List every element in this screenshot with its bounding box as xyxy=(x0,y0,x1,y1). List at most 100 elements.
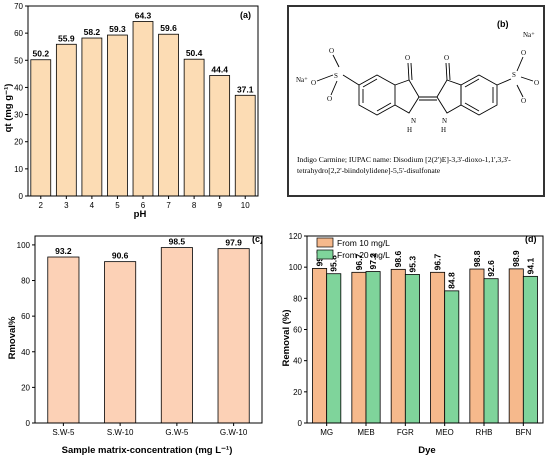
y-tick-label: 100 xyxy=(17,241,31,250)
legend-swatch-10 xyxy=(316,237,334,248)
y-tick-label: 40 xyxy=(293,357,302,366)
y-tick-label: 40 xyxy=(14,83,23,92)
svg-text:N: N xyxy=(411,117,416,125)
sodium-right: Na⁺ xyxy=(523,31,535,39)
svg-text:O: O xyxy=(329,47,334,55)
svg-text:S: S xyxy=(512,71,516,79)
svg-text:O: O xyxy=(311,79,316,87)
bar xyxy=(47,256,80,424)
x-tick-label: 10 xyxy=(241,201,250,210)
y-tick-label: 60 xyxy=(21,312,30,321)
y-tick-label: 0 xyxy=(298,419,303,428)
bar-value-label: 98.8 xyxy=(472,250,482,267)
bar xyxy=(234,94,256,197)
panel-d-xlabel: Dye xyxy=(418,445,435,456)
bar-value-label: 97.2 xyxy=(368,253,378,270)
bar xyxy=(104,261,137,424)
legend-swatch-20 xyxy=(316,249,334,260)
bar xyxy=(160,247,193,424)
bar xyxy=(55,43,77,197)
panel-c-bars: 93.2 90.6 98.5 97.9 xyxy=(47,237,250,424)
bar-value-label: 59.3 xyxy=(109,24,126,34)
panel-a-label: (a) xyxy=(240,10,251,20)
bar xyxy=(365,271,381,424)
bar xyxy=(469,268,485,424)
x-tick-label: G.W-5 xyxy=(165,428,189,437)
panel-c-xlabel: Sample matrix-concentration (mg L⁻¹) xyxy=(62,445,233,456)
structure-caption-line2: tetrahydro[2,2'-biindolylidene]-5,5'-dis… xyxy=(297,166,441,175)
structure-caption-line1: Indigo Carmine; IUPAC name: Disodium [2(… xyxy=(297,155,511,164)
x-tick-label: 8 xyxy=(192,201,197,210)
y-tick-label: 60 xyxy=(14,29,23,38)
legend-label-20: From 20 mg/L xyxy=(337,250,390,260)
bar-value-label: 92.6 xyxy=(486,260,496,277)
svg-text:S: S xyxy=(334,72,338,80)
x-tick-label: S.W-5 xyxy=(52,428,75,437)
bar-value-label: 55.9 xyxy=(58,33,75,43)
x-tick-label: S.W-10 xyxy=(107,428,134,437)
svg-text:O: O xyxy=(444,54,449,62)
y-tick-label: 40 xyxy=(21,348,30,357)
panel-c-ylabel: Rmoval% xyxy=(7,316,18,359)
svg-text:O: O xyxy=(521,49,526,57)
bar-value-label: 98.9 xyxy=(511,250,521,267)
bar-value-label: 84.8 xyxy=(447,272,457,289)
x-tick-label: G.W-10 xyxy=(220,428,248,437)
bar-value-label: 97.9 xyxy=(225,238,242,248)
y-tick-label: 20 xyxy=(14,138,23,147)
x-tick-label: MEO xyxy=(436,428,454,437)
x-tick-label: RHB xyxy=(476,428,493,437)
y-tick-label: 20 xyxy=(21,383,30,392)
y-tick-label: 60 xyxy=(293,326,302,335)
x-tick-label: 4 xyxy=(90,201,95,210)
bar-value-label: 50.4 xyxy=(186,48,203,58)
bar xyxy=(351,271,367,424)
bar xyxy=(483,278,499,424)
bar xyxy=(312,268,328,424)
bar xyxy=(508,268,524,424)
svg-text:O: O xyxy=(521,97,526,105)
y-tick-label: 20 xyxy=(293,388,302,397)
x-tick-label: 7 xyxy=(166,201,171,210)
panel-d-chart: 99.295.896.797.298.695.396.784.898.892.6… xyxy=(281,232,544,456)
x-tick-label: 5 xyxy=(115,201,120,210)
bar-value-label: 96.7 xyxy=(433,253,443,270)
bar xyxy=(326,273,342,424)
x-tick-label: 2 xyxy=(39,201,44,210)
bar xyxy=(404,274,420,424)
svg-text:H: H xyxy=(407,126,412,134)
panel-a-ylabel: qt (mg g⁻¹) xyxy=(3,84,14,133)
bar-value-label: 37.1 xyxy=(237,84,254,94)
y-tick-label: 80 xyxy=(293,294,302,303)
panel-b-structure: (b) O O S O xyxy=(287,5,545,197)
bar xyxy=(522,275,538,424)
panel-d-legend: From 10 mg/L From 20 mg/L xyxy=(316,237,390,260)
panel-c-label: (c) xyxy=(252,234,263,244)
y-tick-label: 10 xyxy=(14,165,23,174)
y-tick-label: 50 xyxy=(14,56,23,65)
bar-value-label: 93.2 xyxy=(55,246,72,256)
bar-value-label: 50.2 xyxy=(33,49,50,59)
panel-a-bars: 50.2 55.9 58.2 59.3 64.3 59.6 50.4 44.4 37.1 xyxy=(30,10,256,197)
bar-value-label: 58.2 xyxy=(84,27,101,37)
svg-text:N: N xyxy=(442,117,447,125)
x-tick-label: MG xyxy=(320,428,333,437)
panel-d-label: (d) xyxy=(525,234,537,244)
bar xyxy=(132,21,154,197)
sodium-left: Na⁺ xyxy=(296,76,308,84)
bar-value-label: 94.1 xyxy=(525,258,535,275)
indigo-carmine-molecule xyxy=(316,54,534,116)
y-tick-label: 80 xyxy=(21,277,30,286)
x-tick-label: 6 xyxy=(141,201,146,210)
panel-c-chart: 93.2 90.6 98.5 97.9 0 20 40 60 80 100 S.W-5 S.W-10… xyxy=(7,234,263,456)
bar-value-label: 98.6 xyxy=(393,251,403,268)
y-tick-label: 120 xyxy=(289,232,303,241)
panel-d-axes: 0 20 40 60 80 100 120 MG MEB FGR MEO RHB BFN xyxy=(289,232,544,437)
bar-value-label: 98.5 xyxy=(169,237,186,247)
panel-d-bars: 99.295.896.797.298.695.396.784.898.892.6… xyxy=(312,250,538,424)
x-tick-label: 3 xyxy=(64,201,69,210)
bar xyxy=(81,37,103,197)
y-tick-label: 30 xyxy=(14,111,23,120)
y-tick-label: 0 xyxy=(26,419,31,428)
panel-c-axes: 0 20 40 60 80 100 S.W-5 S.W-10 G.W-5 G.W-10 xyxy=(17,235,263,437)
